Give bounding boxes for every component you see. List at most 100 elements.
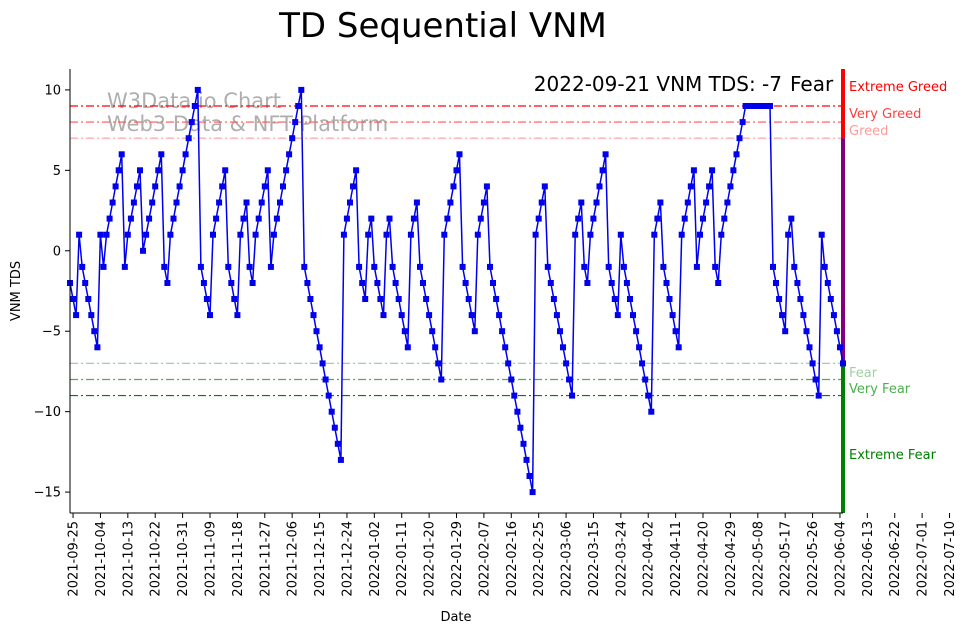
data-point [812,376,819,383]
threshold-label: Very Fear [849,382,911,397]
data-point [450,183,457,190]
data-point [231,296,238,302]
x-tick-label: 2022-03-15 [587,521,602,597]
data-point [398,312,405,319]
data-point [663,280,670,286]
data-point [435,360,442,367]
data-point [207,312,213,319]
data-point [499,328,506,335]
data-point [517,424,524,431]
data-point [273,215,280,222]
data-point [371,263,378,270]
data-point [301,263,308,270]
data-point [368,215,375,222]
data-point [794,280,801,286]
data-point [362,296,369,302]
data-point [161,263,168,270]
data-point [563,360,570,367]
y-tick-label: 0 [53,244,61,259]
data-point [170,215,177,222]
data-point [815,392,822,399]
data-point [837,344,843,351]
data-point [739,119,746,126]
data-point [483,183,490,190]
data-point [277,199,283,206]
data-point [319,360,326,367]
data-point [642,376,649,383]
data-point [687,183,694,190]
data-point [155,167,162,174]
data-point [763,103,770,109]
data-point [191,103,198,109]
x-tick-label: 2022-04-29 [724,521,739,597]
data-point [137,167,143,174]
x-tick-label: 2022-05-26 [806,521,821,597]
y-tick-label: −5 [42,325,61,340]
x-tick-label: 2021-10-13 [121,521,136,597]
x-tick-label: 2021-12-15 [313,521,328,597]
data-point [176,183,183,190]
data-point [304,280,311,286]
data-point [803,328,810,335]
data-point [70,296,76,302]
data-point [648,408,655,415]
x-tick-label: 2022-02-07 [477,521,492,597]
data-point [417,263,423,270]
data-point [249,280,256,286]
data-point [456,151,463,158]
data-point [727,183,734,190]
data-point [103,231,110,238]
status-sentiment: Fear [790,72,834,96]
data-point [203,296,210,302]
x-tick-label: 2022-03-24 [614,521,629,597]
data-point [818,231,825,238]
data-point [73,312,80,319]
data-point [216,199,223,206]
tds-series [67,86,846,496]
data-point [782,328,789,335]
data-point [426,312,433,319]
data-point [520,440,527,447]
data-point [800,312,807,319]
data-point [578,199,585,206]
data-point [441,231,448,238]
data-point [252,231,259,238]
data-point [404,344,411,351]
data-point [833,328,840,335]
data-point [444,215,451,222]
data-point [779,312,786,319]
data-point [827,296,834,302]
data-point [660,263,667,270]
watermark-line-2: Web3 Data & NFT Platform [107,112,388,136]
data-point [158,151,165,158]
data-point [657,199,664,206]
data-point [377,296,384,302]
x-tick-label: 2022-01-29 [450,521,465,597]
data-point [697,231,703,238]
data-point [669,312,676,319]
data-point [149,199,156,206]
x-tick-label: 2022-06-22 [888,521,903,597]
data-point [258,199,265,206]
x-tick-label: 2022-01-11 [395,521,410,597]
data-point [690,167,697,174]
data-point [401,328,408,335]
x-tick-label: 2022-05-08 [751,521,766,597]
x-tick-label: 2021-11-09 [203,521,218,597]
x-tick-label: 2021-10-31 [176,521,191,597]
data-point [620,263,627,270]
data-point [124,231,131,238]
data-point [487,263,493,270]
data-point [633,328,640,335]
data-point [611,296,618,302]
x-tick-label: 2022-04-20 [697,521,712,597]
data-point [553,312,560,319]
data-point [392,280,399,286]
data-point [809,360,816,367]
data-point [91,328,98,335]
data-point [194,86,201,93]
y-tick-label: −10 [34,405,61,420]
data-point [602,151,609,158]
data-point [210,231,216,238]
x-tick-label: 2022-01-02 [368,521,383,597]
